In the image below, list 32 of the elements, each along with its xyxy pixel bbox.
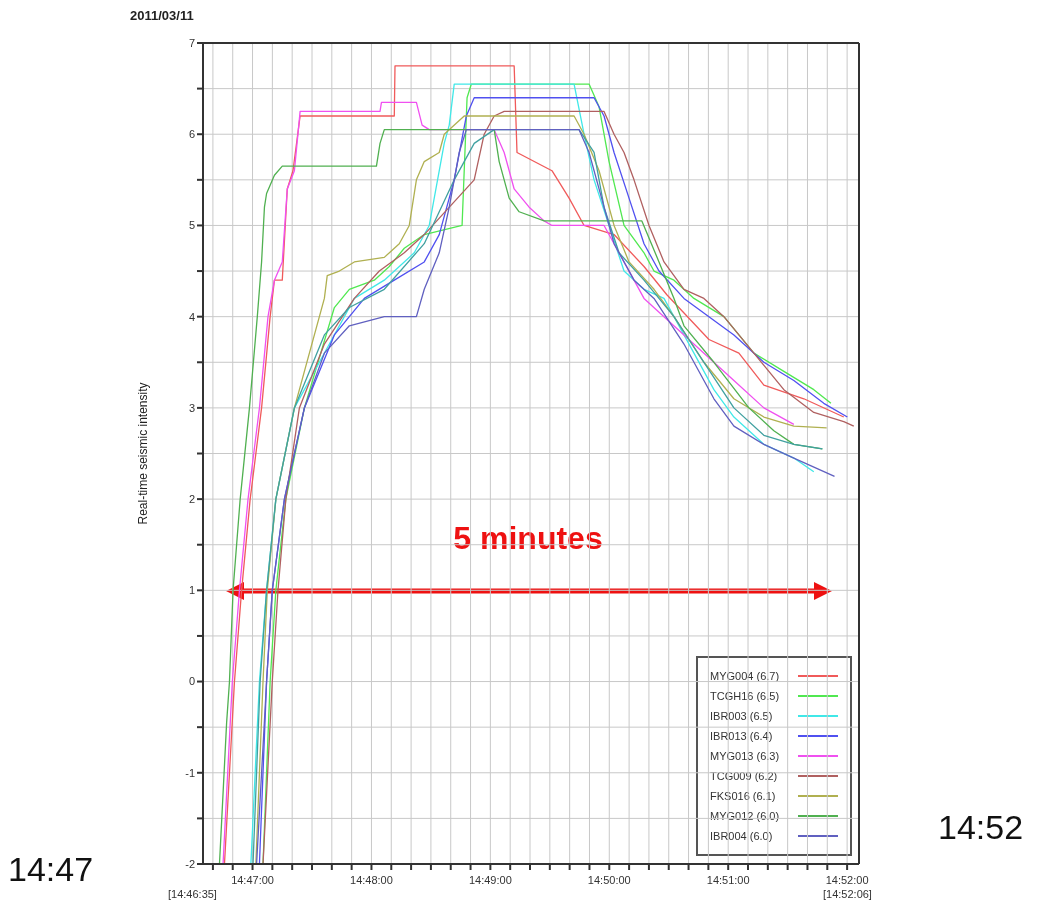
text: [14:46:35] [168,888,217,900]
y-tick-label: 7 [188,36,195,49]
legend-label: IBR004 (6.0) [710,830,774,842]
text: 14:47 [8,850,94,889]
legend-label: MYG013 (6.3) [710,750,781,762]
chart-title: 2011/03/11 [130,8,194,23]
annotation: 5 minutes [452,520,604,557]
x-tick-label: 14:52:00 [825,874,869,886]
legend-label: TCGH16 (6.5) [710,690,781,702]
y-tick-label: 0 [188,675,195,688]
y-tick-label: 5 [188,219,195,232]
legend-label: MYG012 (6.0) [710,810,781,822]
x-tick-label: 14:51:00 [706,874,750,886]
y-tick-label: 2 [188,493,195,506]
legend-label: TCG009 (6.2) [710,770,779,782]
legend-label: MYG004 (6.7) [710,670,781,682]
legend-label: FKS016 (6.1) [710,790,777,802]
y-tick-label: -2 [185,857,195,870]
text: [14:52:06] [823,888,872,900]
x-tick-label: 14:49:00 [468,874,512,886]
y-axis-title: Real-time seismic intensity [136,382,151,525]
x-tick-label: 14:48:00 [350,874,393,886]
x-tick-label: 14:47:00 [231,874,274,886]
y-tick-label: 6 [188,128,195,141]
legend-label: IBR003 (6.5) [710,710,774,722]
y-tick-label: -1 [185,766,195,779]
y-tick-label: 3 [188,401,195,414]
legend-label: IBR013 (6.4) [710,730,774,742]
text: 14:52 [938,808,1024,847]
x-tick-label: 14:50:00 [587,874,631,886]
y-tick-label: 4 [188,310,195,323]
y-tick-label: 1 [188,584,195,597]
